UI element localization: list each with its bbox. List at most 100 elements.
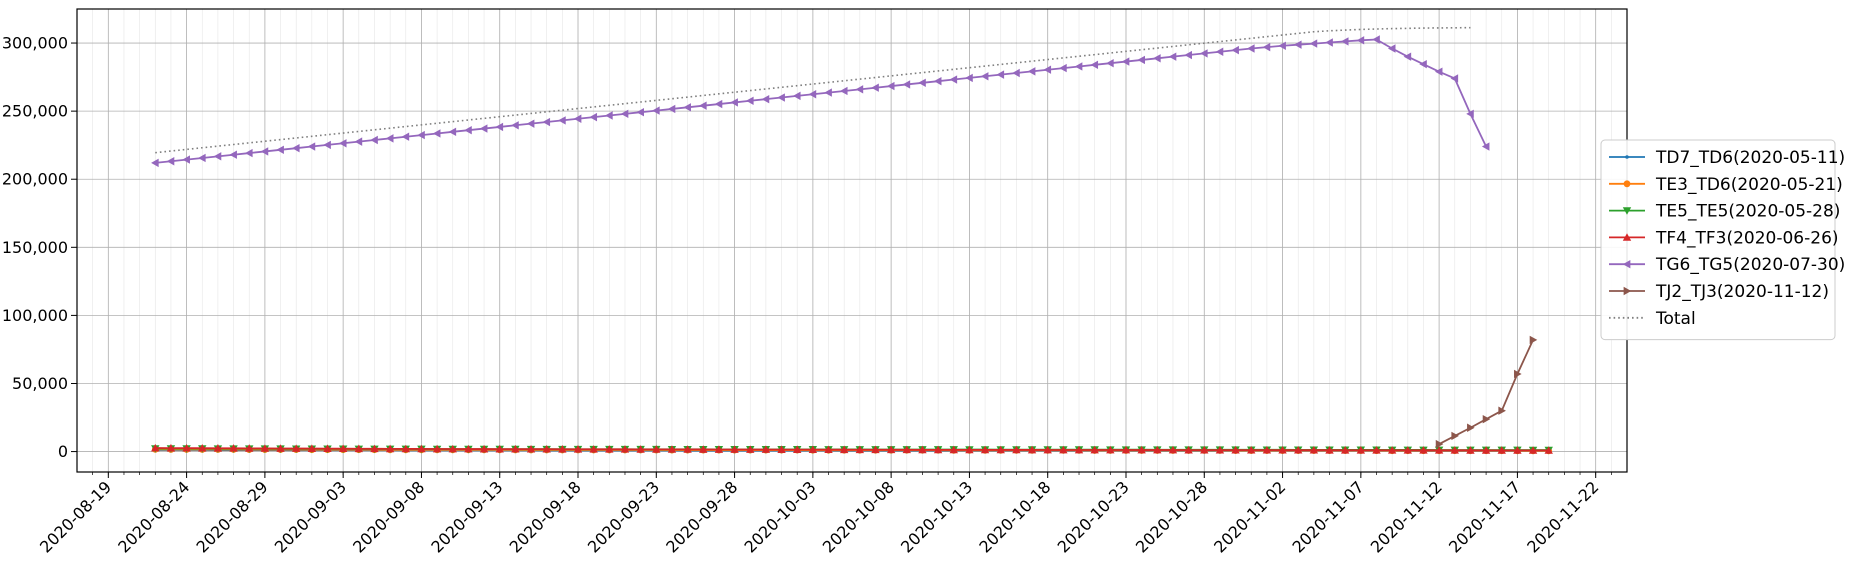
data-point-tf4-tf3-2020-06-26 bbox=[1278, 445, 1287, 454]
y-tick-label: 150,000 bbox=[2, 238, 68, 257]
legend-marker bbox=[1623, 180, 1631, 188]
data-point-tf4-tf3-2020-06-26 bbox=[495, 444, 504, 453]
data-point-tg6-tg5-2020-07-30 bbox=[213, 152, 222, 161]
data-point-tg6-tg5-2020-07-30 bbox=[855, 85, 864, 94]
data-point-tf4-tf3-2020-06-26 bbox=[714, 445, 724, 453]
data-point-tf4-tf3-2020-06-26 bbox=[1012, 445, 1021, 454]
data-point-tf4-tf3-2020-06-26 bbox=[605, 445, 614, 453]
legend: TD7_TD6(2020-05-11) TE3_TD6(2020-05-21) TE… bbox=[1600, 139, 1845, 341]
data-point-tg6-tg5-2020-07-30 bbox=[542, 117, 551, 127]
legend-label: TG6_TG5(2020-07-30) bbox=[1655, 255, 1845, 275]
data-point-tf4-tf3-2020-06-26 bbox=[730, 445, 739, 453]
data-point-tf4-tf3-2020-06-26 bbox=[1544, 446, 1553, 454]
data-point-tj2-tj3-2020-11-12 bbox=[1482, 414, 1491, 424]
data-point-tg6-tg5-2020-07-30 bbox=[1278, 41, 1286, 50]
data-point-tf4-tf3-2020-06-26 bbox=[1309, 445, 1319, 454]
data-point-tf4-tf3-2020-06-26 bbox=[558, 445, 567, 453]
data-point-tf4-tf3-2020-06-26 bbox=[1340, 446, 1350, 454]
data-point-tf4-tf3-2020-06-26 bbox=[511, 444, 520, 453]
data-point-tf4-tf3-2020-06-26 bbox=[777, 445, 786, 453]
data-point-tf4-tf3-2020-06-26 bbox=[808, 445, 818, 454]
data-point-tg6-tg5-2020-07-30 bbox=[1309, 39, 1318, 48]
data-point-tg6-tg5-2020-07-30 bbox=[291, 143, 300, 153]
data-point-tg6-tg5-2020-07-30 bbox=[464, 125, 472, 135]
data-point-tg6-tg5-2020-07-30 bbox=[1027, 67, 1036, 76]
legend-marker bbox=[1622, 260, 1631, 269]
data-point-tf4-tf3-2020-06-26 bbox=[996, 445, 1005, 454]
data-point-tg6-tg5-2020-07-30 bbox=[276, 145, 284, 155]
data-point-tf4-tf3-2020-06-26 bbox=[385, 444, 395, 453]
data-point-tg6-tg5-2020-07-30 bbox=[1481, 142, 1490, 151]
data-point-tg6-tg5-2020-07-30 bbox=[401, 132, 410, 141]
data-point-tg6-tg5-2020-07-30 bbox=[777, 93, 785, 102]
data-point-tg6-tg5-2020-07-30 bbox=[1450, 74, 1459, 83]
legend-label: TJ2_TJ3(2020-11-12) bbox=[1655, 282, 1829, 302]
data-point-tf4-tf3-2020-06-26 bbox=[902, 445, 911, 454]
data-point-tg6-tg5-2020-07-30 bbox=[1137, 55, 1146, 65]
data-point-tf4-tf3-2020-06-26 bbox=[166, 443, 176, 452]
series-tf4-tf3-2020-06-26 bbox=[151, 443, 1553, 454]
data-point-tf4-tf3-2020-06-26 bbox=[1403, 446, 1413, 454]
data-point-tf4-tf3-2020-06-26 bbox=[980, 445, 990, 454]
data-point-tf4-tf3-2020-06-26 bbox=[1247, 445, 1256, 454]
data-point-tf4-tf3-2020-06-26 bbox=[1481, 446, 1491, 454]
data-point-tf4-tf3-2020-06-26 bbox=[824, 445, 833, 454]
data-point-tg6-tg5-2020-07-30 bbox=[761, 94, 770, 104]
data-point-tf4-tf3-2020-06-26 bbox=[573, 445, 583, 453]
data-point-tg6-tg5-2020-07-30 bbox=[839, 86, 848, 96]
data-point-tg6-tg5-2020-07-30 bbox=[620, 109, 629, 119]
data-point-tg6-tg5-2020-07-30 bbox=[1387, 44, 1396, 53]
data-point-tf4-tf3-2020-06-26 bbox=[699, 445, 708, 453]
data-point-tf4-tf3-2020-06-26 bbox=[1090, 445, 1099, 454]
data-point-tg6-tg5-2020-07-30 bbox=[918, 78, 926, 88]
data-point-tg6-tg5-2020-07-30 bbox=[949, 75, 958, 84]
data-point-tf4-tf3-2020-06-26 bbox=[1434, 446, 1444, 454]
data-point-tg6-tg5-2020-07-30 bbox=[417, 130, 425, 140]
data-point-tg6-tg5-2020-07-30 bbox=[730, 98, 738, 107]
data-point-tg6-tg5-2020-07-30 bbox=[166, 157, 175, 166]
data-point-tg6-tg5-2020-07-30 bbox=[479, 124, 488, 133]
data-point-tg6-tg5-2020-07-30 bbox=[1372, 35, 1380, 44]
data-point-tf4-tf3-2020-06-26 bbox=[432, 444, 442, 453]
data-point-tj2-tj3-2020-11-12 bbox=[1435, 439, 1444, 449]
data-point-tf4-tf3-2020-06-26 bbox=[1153, 445, 1162, 454]
series-layer bbox=[151, 26, 1553, 455]
legend-entry-tj2-tj3-2020-11-12: TJ2_TJ3(2020-11-12) bbox=[1609, 282, 1829, 302]
data-point-tf4-tf3-2020-06-26 bbox=[1074, 445, 1084, 454]
data-point-tf4-tf3-2020-06-26 bbox=[1497, 446, 1506, 454]
data-point-tg6-tg5-2020-07-30 bbox=[1106, 58, 1114, 68]
data-point-tf4-tf3-2020-06-26 bbox=[338, 444, 348, 453]
data-point-tf4-tf3-2020-06-26 bbox=[683, 445, 692, 453]
data-point-tg6-tg5-2020-07-30 bbox=[323, 140, 331, 150]
data-point-tg6-tg5-2020-07-30 bbox=[699, 101, 707, 110]
data-point-tg6-tg5-2020-07-30 bbox=[1121, 57, 1130, 66]
data-point-tg6-tg5-2020-07-30 bbox=[996, 70, 1005, 79]
data-point-tf4-tf3-2020-06-26 bbox=[354, 444, 364, 453]
data-point-tf4-tf3-2020-06-26 bbox=[1106, 445, 1115, 454]
data-point-tg6-tg5-2020-07-30 bbox=[432, 129, 441, 138]
data-point-tj2-tj3-2020-11-12 bbox=[1529, 335, 1538, 345]
data-point-tf4-tf3-2020-06-26 bbox=[1231, 445, 1240, 454]
data-point-tg6-tg5-2020-07-30 bbox=[605, 111, 613, 120]
data-point-tg6-tg5-2020-07-30 bbox=[1184, 50, 1192, 60]
major-grid bbox=[77, 9, 1627, 472]
data-point-tg6-tg5-2020-07-30 bbox=[511, 121, 519, 130]
data-point-tg6-tg5-2020-07-30 bbox=[1090, 60, 1099, 70]
data-point-tf4-tf3-2020-06-26 bbox=[1184, 445, 1193, 454]
data-point-tg6-tg5-2020-07-30 bbox=[1262, 42, 1271, 52]
data-point-tj2-tj3-2020-11-12 bbox=[1514, 369, 1522, 379]
legend-entry-te3-td6-2020-05-21: TE3_TD6(2020-05-21) bbox=[1609, 175, 1843, 195]
legend-label: Total bbox=[1655, 309, 1696, 329]
data-point-tg6-tg5-2020-07-30 bbox=[793, 91, 801, 101]
data-point-tf4-tf3-2020-06-26 bbox=[793, 445, 802, 453]
data-point-tg6-tg5-2020-07-30 bbox=[714, 99, 723, 109]
data-point-tg6-tg5-2020-07-30 bbox=[683, 103, 691, 112]
data-point-tf4-tf3-2020-06-26 bbox=[1466, 446, 1475, 454]
series-line-tf4-tf3-2020-06-26 bbox=[155, 447, 1549, 452]
data-point-tj2-tj3-2020-11-12 bbox=[1498, 406, 1506, 415]
data-point-tf4-tf3-2020-06-26 bbox=[1528, 446, 1538, 454]
data-point-tf4-tf3-2020-06-26 bbox=[276, 444, 285, 452]
data-point-tf4-tf3-2020-06-26 bbox=[1215, 445, 1225, 454]
